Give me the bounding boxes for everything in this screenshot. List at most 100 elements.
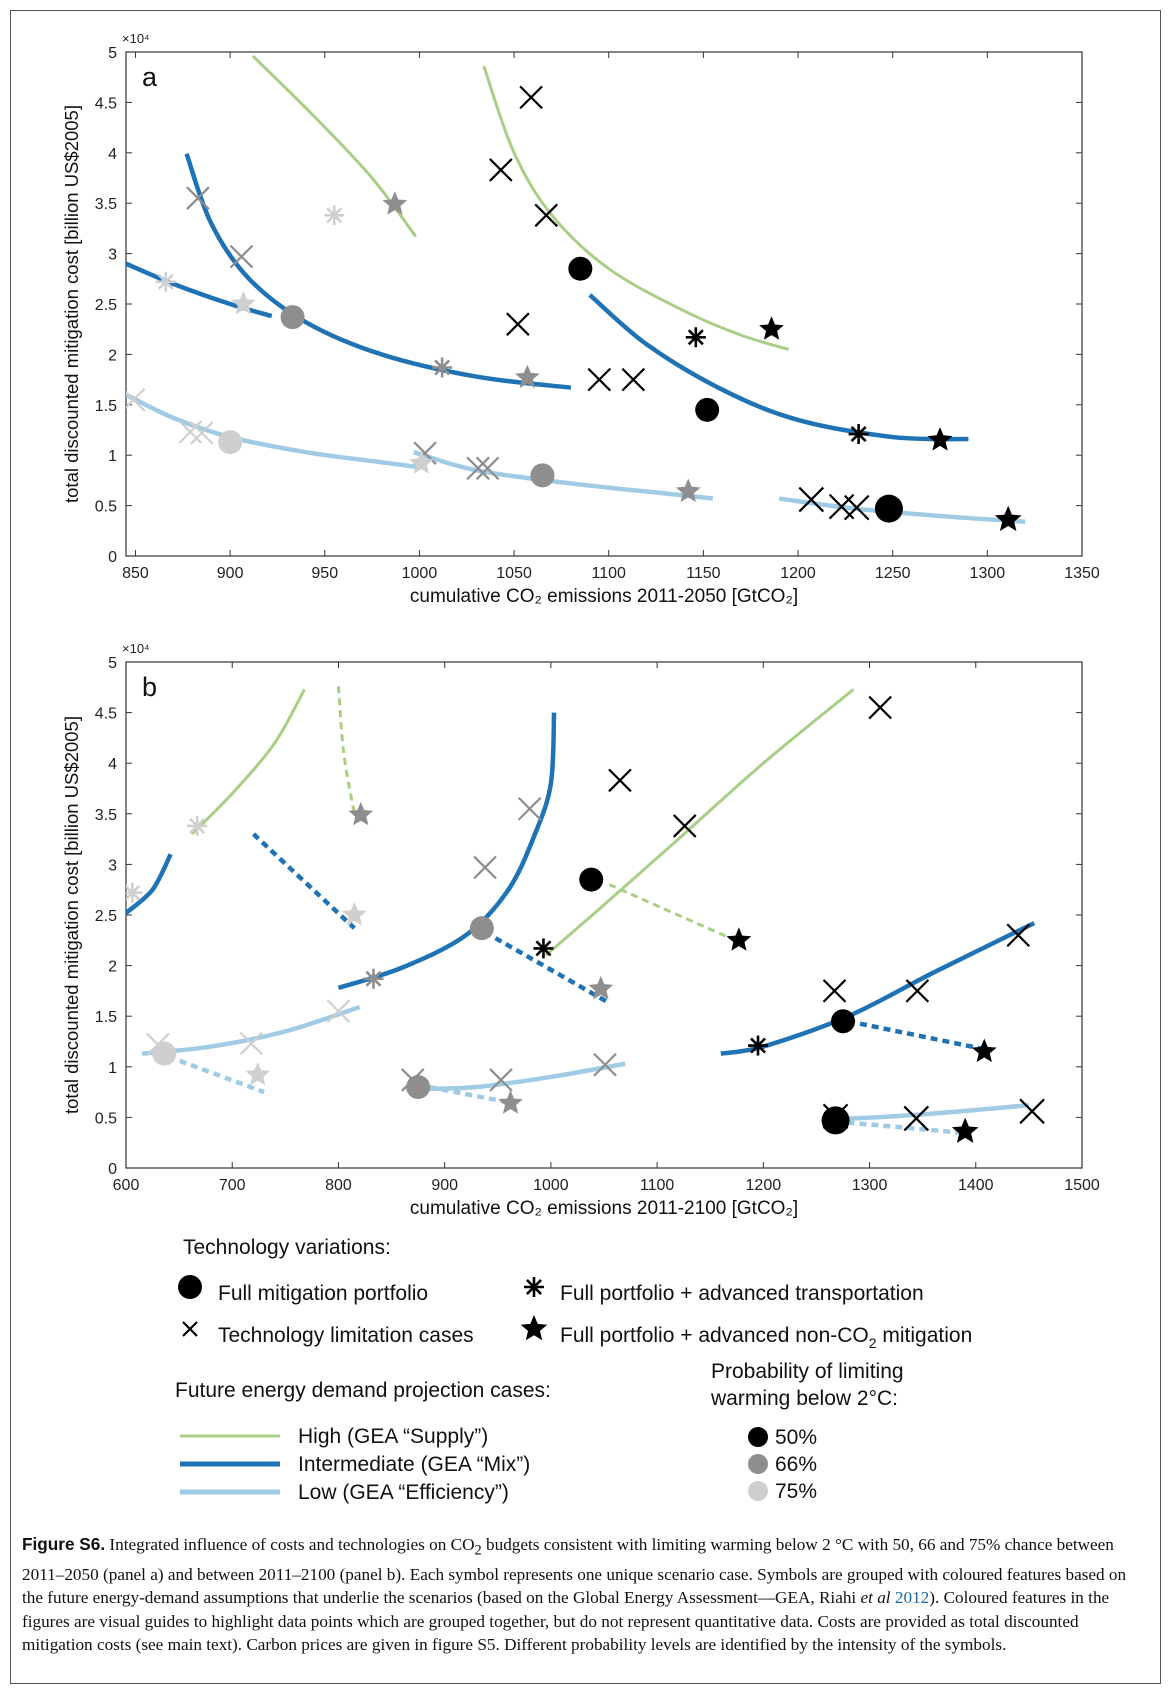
data-point-star [409, 450, 434, 474]
data-point-circle [152, 1041, 177, 1066]
data-point-asterisk [155, 271, 176, 292]
data-point-x [905, 979, 930, 1003]
data-point-circle [406, 1075, 431, 1100]
legend-demand-label: High (GEA “Supply”) [298, 1425, 488, 1448]
x-axis-label: cumulative CO₂ emissions 2011-2050 [GtCO… [410, 586, 798, 607]
y-tick-label: 0.5 [95, 1110, 117, 1127]
data-point-asterisk [126, 882, 143, 903]
plot-content [126, 686, 1045, 1143]
legend-tech-title: Technology variations: [183, 1236, 391, 1259]
legend-prob-label: 50% [775, 1426, 817, 1449]
y-tick-label: 4.5 [95, 95, 117, 112]
legend-prob-dot [748, 1481, 768, 1501]
y-tick-label: 1 [108, 448, 117, 465]
x-tick-label: 1100 [592, 565, 627, 582]
data-point-asterisk [685, 327, 706, 348]
x-tick-label: 850 [122, 565, 149, 582]
legend-prob-label: 66% [775, 1453, 817, 1476]
data-point-x [506, 312, 530, 336]
data-point-x [473, 855, 497, 880]
guide-curve-low [167, 1054, 265, 1095]
x-tick-label: 900 [217, 565, 244, 582]
x-tick-label: 1300 [970, 565, 1006, 582]
legend-prob-dot [748, 1454, 768, 1474]
caption-italic: et al [860, 1588, 891, 1608]
guide-curve-high [336, 686, 356, 815]
data-point-x [466, 456, 490, 481]
data-point-star [382, 191, 408, 215]
guide-curve-intermediate [251, 832, 356, 930]
plot-area [125, 51, 1083, 557]
caption-label: Figure S6. [22, 1534, 106, 1554]
legend-prob-title-line2: warming below 2°C: [710, 1387, 898, 1410]
data-point-x [475, 456, 500, 481]
guide-curve-low [418, 1061, 626, 1092]
legend-probability-items: 50% 66% 75% [748, 1426, 817, 1503]
y-tick-label: 3.5 [95, 196, 117, 213]
data-point-x [126, 387, 146, 412]
data-point-star [994, 505, 1022, 531]
x-tick-label: 950 [311, 565, 338, 582]
legend-demand-title: Future energy demand projection cases: [175, 1379, 551, 1402]
y-tick-label: 0 [108, 1161, 117, 1178]
plot-content [126, 54, 1026, 531]
guide-curve-intermediate [126, 853, 173, 915]
y-tick-label: 1.5 [95, 398, 117, 415]
caption-text-3: ). Coloured features in the figures are … [22, 1588, 1110, 1655]
legend-prob-dot [748, 1427, 768, 1447]
x-tick-label: 1500 [1064, 1177, 1100, 1194]
x-tick-label: 1300 [852, 1177, 888, 1194]
figure-svg: 850 900 950 1000 1050 1100 1150 1200 1250 1300 135… [61, 31, 1100, 1504]
caption-text-2: budgets consistent with limiting warming… [22, 1535, 1127, 1608]
guide-curve-low [835, 1103, 1030, 1122]
data-point-circle [831, 1009, 855, 1034]
y-tick-label: 1 [108, 1060, 117, 1077]
y-tick-label: 2 [108, 959, 117, 976]
y-tick-label: 2.5 [95, 908, 117, 925]
data-point-star [348, 801, 374, 826]
data-point-circle [874, 494, 903, 523]
y-tick-label: 5 [108, 45, 117, 62]
data-point-star [927, 427, 953, 451]
data-point-x [489, 1068, 513, 1092]
legend-demand-items: High (GEA “Supply”) Intermediate (GEA “Mi… [180, 1425, 530, 1504]
data-point-x [517, 796, 542, 821]
legend-prob-title-line1: Probability of limiting [711, 1360, 904, 1383]
legend: Technology variations: Full mitigation p… [175, 1236, 972, 1504]
y-tick-label: 2 [108, 347, 117, 364]
data-point-x [843, 494, 870, 521]
y-tick-label: 4.5 [95, 706, 117, 723]
legend-tech-label: Full portfolio + advanced transportation [560, 1282, 924, 1305]
legend-marker-circle [178, 1275, 202, 1299]
caption-citation-link[interactable]: 2012 [894, 1588, 930, 1608]
data-point-x [489, 158, 513, 182]
data-point-circle [579, 867, 604, 892]
data-point-star [515, 364, 540, 389]
data-point-circle [469, 916, 494, 941]
guide-curve-intermediate [847, 1019, 987, 1052]
guide-curve-low [141, 1004, 361, 1056]
data-point-x [593, 1052, 617, 1077]
x-tick-label: 1200 [746, 1177, 782, 1194]
x-axis-label: cumulative CO₂ emissions 2011-2100 [GtCO… [410, 1198, 798, 1219]
data-point-asterisk [187, 815, 208, 836]
legend-tech-label: Technology limitation cases [218, 1324, 474, 1347]
guide-curve-intermediate [126, 261, 273, 319]
y-tick-label: 1.5 [95, 1009, 117, 1026]
y-axis-label: total discounted mitigation cost [billio… [61, 716, 82, 1114]
data-point-x [178, 420, 203, 444]
guide-curve-low [126, 392, 420, 470]
x-tick-label: 1200 [780, 565, 816, 582]
y-axis-label: total discounted mitigation cost [billio… [61, 105, 82, 503]
data-point-asterisk [533, 938, 554, 959]
y-tick-label: 4 [108, 756, 117, 773]
legend-demand-label: Intermediate (GEA “Mix”) [298, 1453, 530, 1476]
x-tick-label: 1150 [686, 565, 721, 582]
data-point-circle [568, 256, 593, 281]
data-point-circle [218, 430, 243, 455]
data-point-star [971, 1038, 997, 1063]
guide-curve-intermediate [483, 930, 611, 1005]
y-tick-label: 5 [108, 655, 117, 672]
data-point-star [675, 478, 701, 502]
panel-label: b [142, 672, 157, 702]
